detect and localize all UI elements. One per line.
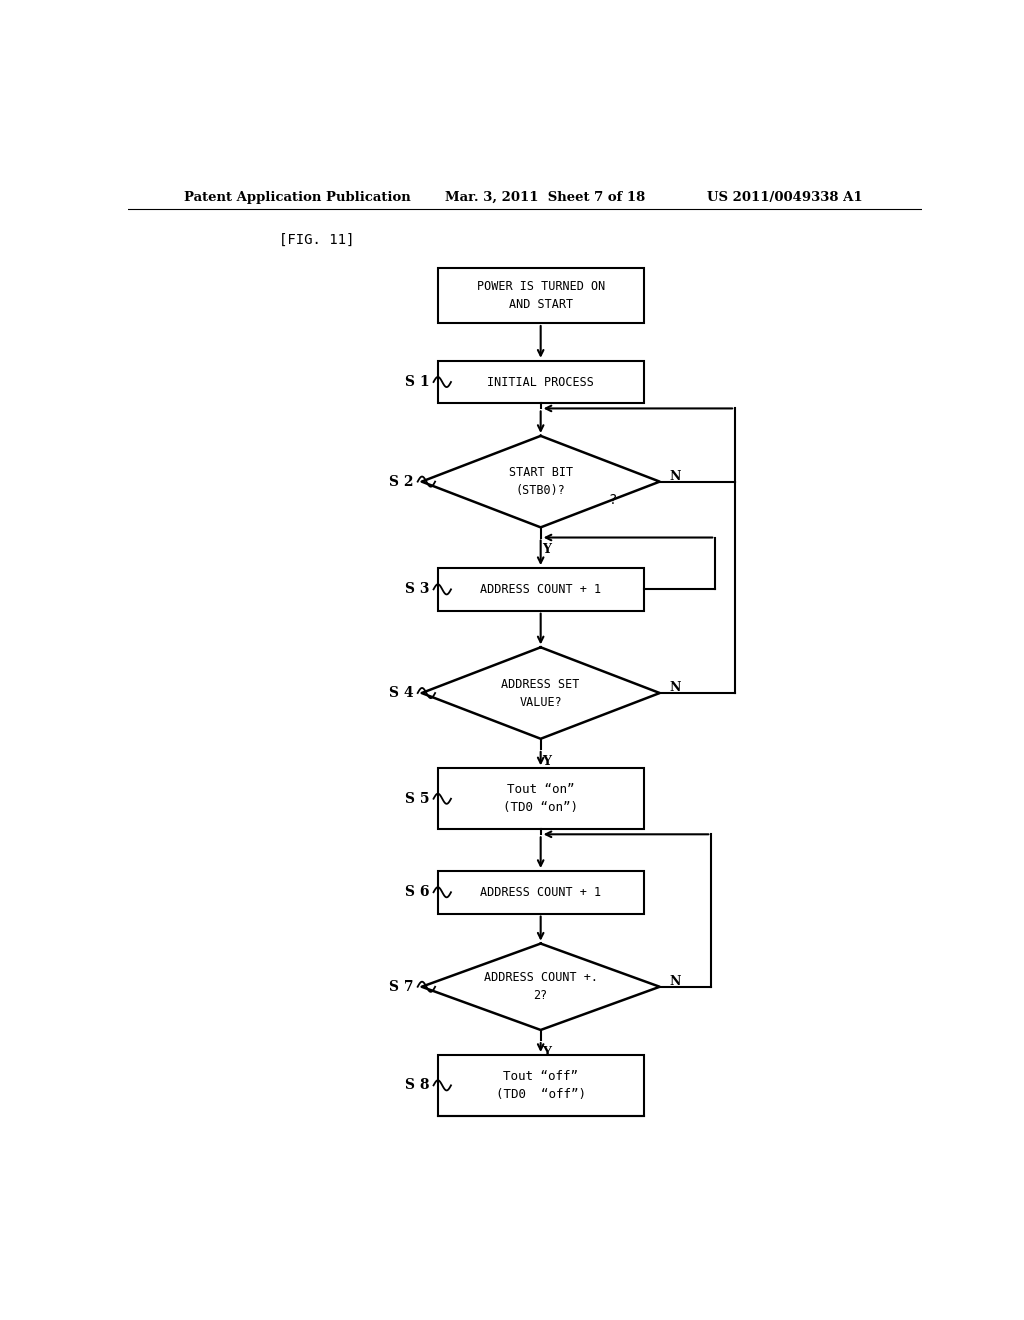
Text: Mar. 3, 2011  Sheet 7 of 18: Mar. 3, 2011 Sheet 7 of 18 [445,190,646,203]
FancyBboxPatch shape [437,568,644,611]
Text: S 2: S 2 [389,475,414,488]
Text: Y: Y [543,1045,552,1059]
FancyBboxPatch shape [437,768,644,829]
Polygon shape [422,436,659,528]
Text: START BIT
(STB0)?: START BIT (STB0)? [509,466,572,498]
Text: Y: Y [543,755,552,768]
Text: S 6: S 6 [406,886,430,899]
Text: S 8: S 8 [406,1078,430,1093]
Text: INITIAL PROCESS: INITIAL PROCESS [487,375,594,388]
Text: N: N [670,975,681,989]
Polygon shape [422,944,659,1030]
Text: US 2011/0049338 A1: US 2011/0049338 A1 [708,190,863,203]
Text: ADDRESS COUNT + 1: ADDRESS COUNT + 1 [480,886,601,899]
Text: ?: ? [608,492,616,507]
Text: Patent Application Publication: Patent Application Publication [183,190,411,203]
Text: S 4: S 4 [389,686,414,700]
Text: S 1: S 1 [404,375,430,389]
FancyBboxPatch shape [437,871,644,913]
Polygon shape [422,647,659,739]
Text: N: N [670,681,681,694]
Text: N: N [670,470,681,483]
FancyBboxPatch shape [437,268,644,323]
FancyBboxPatch shape [437,360,644,404]
Text: ADDRESS COUNT +.
2?: ADDRESS COUNT +. 2? [483,972,598,1002]
Text: ADDRESS SET
VALUE?: ADDRESS SET VALUE? [502,677,580,709]
Text: Tout “on”
(TD0 “on”): Tout “on” (TD0 “on”) [503,783,579,814]
Text: S 5: S 5 [406,792,430,805]
Text: [FIG. 11]: [FIG. 11] [279,232,354,247]
Text: S 7: S 7 [389,979,414,994]
Text: Y: Y [543,544,552,556]
Text: Tout “off”
(TD0  “off”): Tout “off” (TD0 “off”) [496,1069,586,1101]
Text: ADDRESS COUNT + 1: ADDRESS COUNT + 1 [480,583,601,595]
Text: S 3: S 3 [406,582,430,597]
FancyBboxPatch shape [437,1055,644,1115]
Text: POWER IS TURNED ON
AND START: POWER IS TURNED ON AND START [476,280,605,312]
